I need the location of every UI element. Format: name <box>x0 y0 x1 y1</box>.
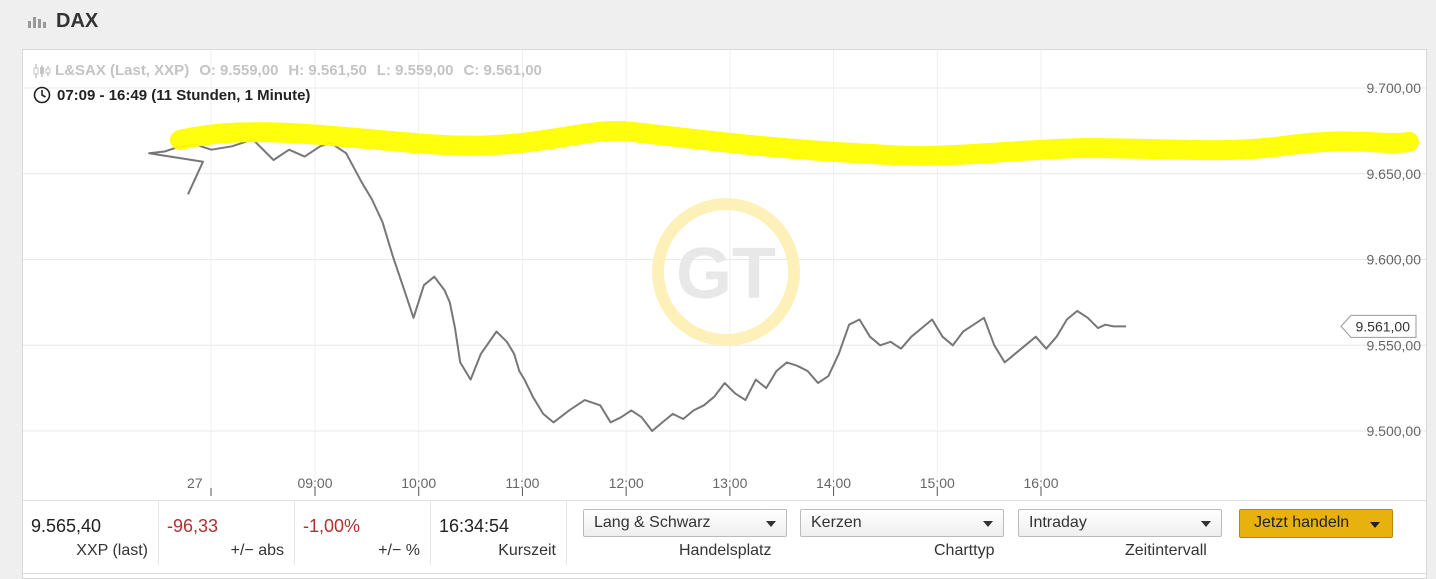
charttyp-label: Charttyp <box>934 542 995 559</box>
x-tick-label: 15:00 <box>920 475 955 491</box>
quote-footer: 9.565,40 XXP (last) -96,33 +/− abs -1,00… <box>23 500 1426 578</box>
handelsplatz-value: Lang & Schwarz <box>594 514 711 531</box>
trade-button[interactable]: Jetzt handeln <box>1239 509 1393 538</box>
abs-change: -96,33 <box>167 516 219 536</box>
price-line <box>148 138 1126 432</box>
zeitintervall-value: Intraday <box>1029 514 1087 531</box>
close-value: C: 9.561,00 <box>463 62 542 79</box>
trade-button-label: Jetzt handeln <box>1254 514 1350 531</box>
x-tick-label: 09:00 <box>297 475 332 491</box>
y-tick-label: 9.600,00 <box>1367 252 1422 268</box>
divider <box>23 573 1426 574</box>
x-tick-label: 16:00 <box>1023 475 1058 491</box>
x-tick-label: 12:00 <box>609 475 644 491</box>
ohlc-info: L&SAX (Last, XXP) O: 9.559,00 H: 9.561,5… <box>33 62 548 79</box>
pct-change-cell: -1,00% +/− % <box>295 501 431 565</box>
zeitintervall-label: Zeitintervall <box>1125 542 1207 559</box>
quote-time-cell: 16:34:54 Kurszeit <box>431 501 567 565</box>
pct-change-label: +/− % <box>378 542 420 559</box>
y-tick-label: 9.500,00 <box>1367 423 1422 439</box>
x-tick-label: 27 <box>187 475 203 491</box>
page-header: DAX <box>0 0 1436 46</box>
chevron-down-icon <box>1370 522 1380 528</box>
handelsplatz-select[interactable]: Lang & Schwarz <box>583 509 787 537</box>
time-range-text: 07:09 - 16:49 (11 Stunden, 1 Minute) <box>57 86 311 104</box>
last-value-marker <box>1340 314 1417 338</box>
x-tick-label: 14:00 <box>816 475 851 491</box>
last-price-label: XXP (last) <box>76 542 148 559</box>
y-tick-label: 9.550,00 <box>1367 337 1422 353</box>
zeitintervall-select[interactable]: Intraday <box>1018 509 1222 537</box>
chart-source: L&SAX (Last, XXP) <box>55 62 190 79</box>
x-tick-label: 10:00 <box>401 475 436 491</box>
quote-time-label: Kurszeit <box>498 542 556 559</box>
pct-change: -1,00% <box>303 516 361 536</box>
page-title: DAX <box>56 10 99 32</box>
watermark-logo: GT <box>676 234 776 314</box>
highlight-stroke <box>170 121 1419 166</box>
chevron-down-icon <box>766 521 776 527</box>
price-chart[interactable]: 9.700,00 9.650,00 9.600,00 9.550,00 9.500,00… <box>23 50 1427 500</box>
handelsplatz-label: Handelsplatz <box>679 542 772 559</box>
quote-time: 16:34:54 <box>439 516 510 536</box>
time-range: 07:09 - 16:49 (11 Stunden, 1 Minute) <box>33 86 310 104</box>
candle-icon <box>33 63 51 78</box>
low-value: L: 9.559,00 <box>376 62 454 79</box>
open-value: O: 9.559,00 <box>199 62 279 79</box>
y-tick-label: 9.700,00 <box>1367 80 1422 96</box>
x-tick-label: 13:00 <box>712 475 747 491</box>
clock-icon <box>33 86 51 104</box>
charttyp-value: Kerzen <box>811 514 862 531</box>
chevron-down-icon <box>1201 521 1211 527</box>
abs-change-cell: -96,33 +/− abs <box>159 501 295 565</box>
last-price: 9.565,40 <box>31 516 102 536</box>
abs-change-label: +/− abs <box>230 542 284 559</box>
watermark-ring <box>652 198 800 346</box>
bar-chart-icon <box>28 17 46 28</box>
high-value: H: 9.561,50 <box>288 62 367 79</box>
chevron-down-icon <box>983 521 993 527</box>
charttyp-select[interactable]: Kerzen <box>800 509 1004 537</box>
x-tick-label: 11:00 <box>505 475 539 491</box>
y-tick-label: 9.650,00 <box>1367 166 1422 182</box>
last-price-cell: 9.565,40 XXP (last) <box>23 501 159 565</box>
chart-panel: 9.700,00 9.650,00 9.600,00 9.550,00 9.500,00… <box>22 49 1427 579</box>
last-value-label: 9.561,00 <box>1356 318 1411 334</box>
